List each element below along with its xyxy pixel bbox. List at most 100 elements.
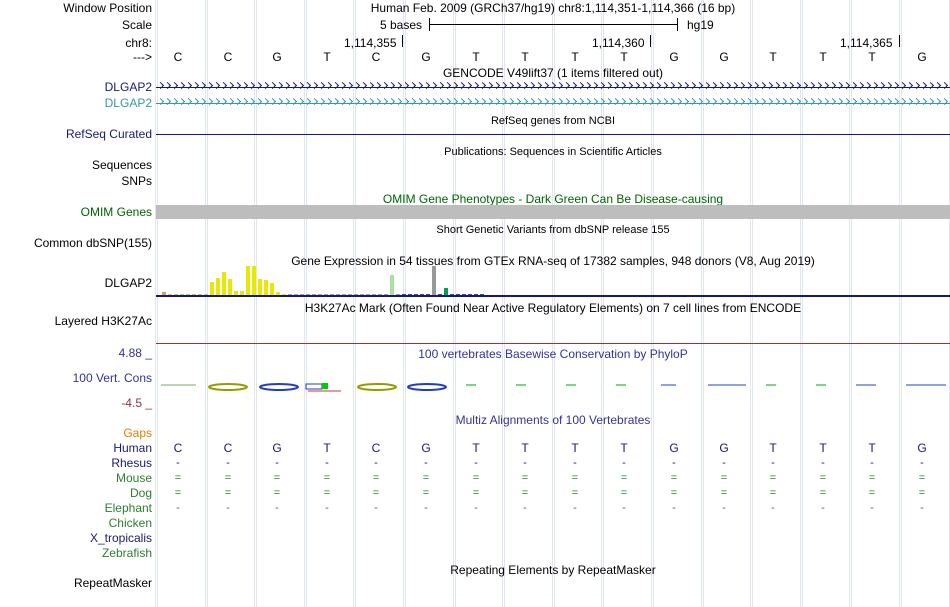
label-dog[interactable]: Dog [129, 486, 152, 500]
omim-gene-bar[interactable] [156, 205, 950, 219]
gtex-bar-23[interactable] [300, 294, 304, 295]
gene-dlgap2-line[interactable] [156, 87, 950, 88]
gtex-bar-31[interactable] [348, 294, 352, 295]
gtex-bar-3[interactable] [180, 294, 184, 295]
rhesus-base-2: - [275, 457, 279, 469]
label-dlgap2-gtex[interactable]: DLGAP2 [104, 276, 152, 290]
gtex-bar-19[interactable] [276, 292, 280, 295]
label-human[interactable]: Human [113, 441, 152, 455]
gtex-bar-47[interactable] [444, 288, 448, 295]
human-base-9: T [620, 441, 628, 455]
mouse-base-5: = [422, 472, 430, 484]
label-gaps[interactable]: Gaps [123, 426, 152, 440]
label-elephant[interactable]: Elephant [104, 501, 152, 515]
gtex-bar-25[interactable] [312, 294, 316, 295]
gtex-bar-38[interactable] [390, 275, 394, 295]
gtex-bar-53[interactable] [480, 294, 484, 295]
track-labels: Window Position Scale chr8: ---> DLGAP2 … [0, 0, 155, 607]
human-base-4: C [371, 441, 381, 455]
gtex-bar-43[interactable] [420, 294, 424, 295]
gtex-bar-45[interactable] [432, 266, 436, 295]
gtex-bar-50[interactable] [462, 294, 466, 295]
phylop-wiggle[interactable] [156, 378, 950, 394]
label-x-tropicalis[interactable]: X_tropicalis [89, 531, 152, 545]
gtex-bar-18[interactable] [270, 283, 274, 295]
label-common-dbsnp[interactable]: Common dbSNP(155) [33, 236, 152, 250]
label-strand[interactable]: ---> [133, 50, 152, 64]
gtex-bar-0[interactable] [162, 292, 166, 295]
gtex-bar-20[interactable] [282, 294, 286, 295]
label-rhesus[interactable]: Rhesus [111, 456, 152, 470]
gtex-bar-16[interactable] [258, 279, 262, 295]
gtex-bar-8[interactable] [210, 282, 214, 295]
label-dlgap2-gencode-2[interactable]: DLGAP2 [104, 96, 152, 110]
elephant-base-3: - [325, 502, 329, 514]
gtex-bar-15[interactable] [252, 266, 256, 295]
gtex-bar-37[interactable] [384, 294, 388, 295]
gtex-bar-52[interactable] [474, 294, 478, 295]
gtex-bar-21[interactable] [288, 294, 292, 295]
dog-base-11: = [720, 487, 728, 499]
gtex-bar-49[interactable] [456, 294, 460, 295]
gtex-bar-22[interactable] [294, 294, 298, 295]
label-omim-genes[interactable]: OMIM Genes [80, 205, 152, 219]
gtex-bar-27[interactable] [324, 294, 328, 295]
gtex-bar-42[interactable] [414, 294, 418, 295]
gtex-bar-24[interactable] [306, 294, 310, 295]
base-1: C [223, 50, 233, 64]
label-sequences[interactable]: Sequences [91, 158, 152, 172]
mouse-base-13: = [819, 472, 827, 484]
label-repeatmasker[interactable]: RepeatMasker [73, 576, 152, 590]
gtex-bar-1[interactable] [168, 294, 172, 295]
gtex-bar-7[interactable] [204, 294, 208, 295]
gtex-bar-36[interactable] [378, 294, 382, 295]
gtex-bar-46[interactable] [438, 294, 442, 295]
gtex-bar-29[interactable] [336, 294, 340, 295]
gtex-bar-26[interactable] [318, 294, 322, 295]
gtex-bar-9[interactable] [216, 278, 220, 295]
gtex-bar-48[interactable] [450, 294, 454, 295]
label-layered-h3k27ac[interactable]: Layered H3K27Ac [54, 314, 152, 328]
gtex-bar-4[interactable] [186, 294, 190, 295]
label-100-vert-cons[interactable]: 100 Vert. Cons [72, 371, 152, 385]
gtex-bar-28[interactable] [330, 294, 334, 295]
refseq-gene-line[interactable] [156, 134, 950, 135]
base-2: G [272, 50, 282, 64]
gtex-bar-14[interactable] [246, 266, 250, 295]
label-dlgap2-gencode[interactable]: DLGAP2 [104, 80, 152, 94]
gtex-bar-11[interactable] [228, 279, 232, 295]
gtex-bar-5[interactable] [192, 294, 196, 295]
gtex-bar-41[interactable] [408, 294, 412, 295]
label-zebrafish[interactable]: Zebrafish [101, 546, 152, 560]
gtex-bar-17[interactable] [264, 280, 268, 295]
gene-dlgap2-line-2[interactable] [156, 103, 950, 104]
gtex-bar-34[interactable] [366, 294, 370, 295]
coord-tick-2 [650, 35, 651, 47]
gtex-bar-13[interactable] [240, 291, 244, 295]
gtex-bar-40[interactable] [402, 294, 406, 295]
dog-base-7: = [521, 487, 529, 499]
base-15: G [917, 50, 927, 64]
gtex-bar-32[interactable] [354, 294, 358, 295]
gtex-bar-chart[interactable] [162, 266, 522, 295]
gtex-bar-12[interactable] [234, 291, 238, 295]
gtex-bar-39[interactable] [396, 294, 400, 295]
gtex-bar-35[interactable] [372, 294, 376, 295]
label-chicken[interactable]: Chicken [108, 516, 152, 530]
label-refseq-curated[interactable]: RefSeq Curated [65, 127, 152, 141]
scale-bar-right-end [677, 18, 678, 31]
track-area[interactable]: Human Feb. 2009 (GRCh37/hg19) chr8:1,114… [156, 0, 950, 607]
gtex-bar-30[interactable] [342, 294, 346, 295]
gtex-bar-10[interactable] [222, 272, 226, 295]
dog-base-8: = [571, 487, 579, 499]
gtex-bar-51[interactable] [468, 294, 472, 295]
gtex-bar-2[interactable] [174, 294, 178, 295]
label-snps[interactable]: SNPs [121, 174, 152, 188]
gtex-bar-33[interactable] [360, 294, 364, 295]
dog-base-10: = [670, 487, 678, 499]
gtex-bar-44[interactable] [426, 294, 430, 295]
elephant-base-1: - [226, 502, 230, 514]
gtex-bar-6[interactable] [198, 294, 202, 295]
label-mouse[interactable]: Mouse [115, 471, 152, 485]
